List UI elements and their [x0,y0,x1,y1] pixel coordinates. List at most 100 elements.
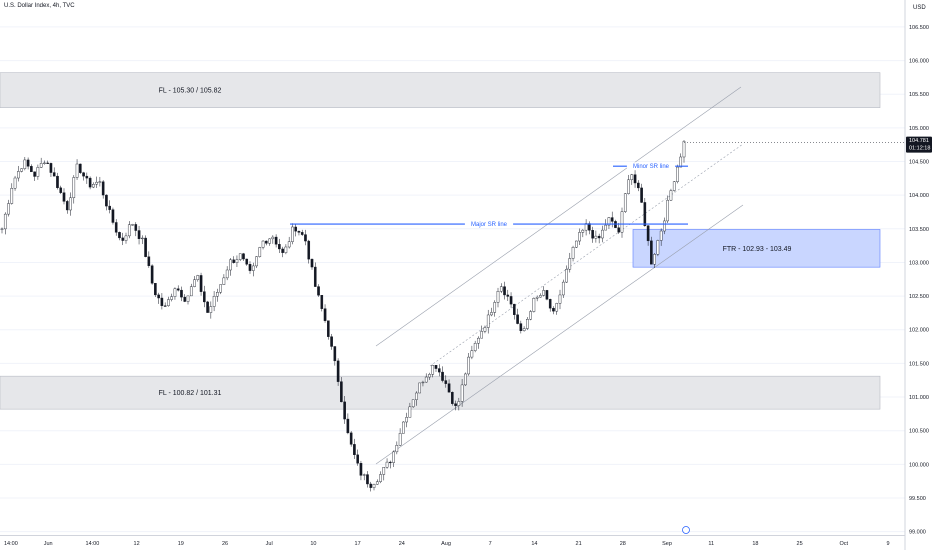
candle-body [17,171,20,179]
candle-body [36,167,40,177]
minor-sr-line-label-bg [626,162,676,171]
candle-body [473,343,477,351]
x-tick-label: 21 [576,541,582,547]
candle-body [160,297,164,306]
candle-body [255,256,258,267]
fl-lower-zone-label: FL - 100.82 / 101.31 [159,390,222,397]
candle-body [601,229,604,239]
candle-body [659,230,663,241]
candle-body [118,232,121,239]
x-tick-label: 14 [531,541,537,547]
candle-body [346,418,350,434]
candle-body [405,417,408,423]
candle-body [297,230,301,233]
candle-body [594,235,598,239]
candle-body [653,254,656,265]
candle-body [444,380,448,384]
candle-body [3,213,7,230]
candles [0,140,686,492]
candle-body [229,259,232,271]
candle-body [108,205,111,210]
candle-body [441,371,444,381]
currency-label: USD [913,5,926,11]
candle-body [359,463,363,476]
candle-body [382,467,386,475]
candle-body [180,289,183,298]
candle-body [588,223,591,231]
candle-body [251,265,255,271]
candle-body [617,227,621,233]
candle-body [372,484,376,488]
candle-body [398,433,402,446]
candle-body [362,474,366,476]
candle-body [0,228,4,230]
x-tick-label: Jun [44,541,53,547]
candle-body [578,232,581,242]
candle-body [111,209,115,223]
candle-body [627,179,630,194]
countdown-label: 01:12:18 [909,146,930,152]
candle-body [310,258,314,268]
candle-body [209,306,213,313]
candle-body [26,159,30,167]
candle-body [219,284,222,293]
x-tick-label: 25 [797,541,803,547]
y-tick-label: 101.500 [909,361,929,367]
x-tick-label: 26 [222,541,228,547]
candle-body [353,444,356,456]
candle-body [62,192,66,202]
candle-body [261,240,265,248]
candle-body [656,240,660,255]
candle-body [542,290,545,296]
x-tick-label: 28 [620,541,626,547]
candle-body [496,291,500,303]
fl-upper-zone-label: FL - 105.30 / 105.82 [159,88,222,95]
y-tick-label: 105.000 [909,126,929,132]
x-tick-label: 19 [178,541,184,547]
candle-body [434,365,438,369]
candle-body [552,307,555,312]
candle-body [72,177,76,199]
candle-body [52,172,56,177]
candle-body [597,235,601,239]
candle-body [7,203,10,215]
price-badge [906,136,932,153]
y-tick-label: 99.500 [909,496,926,502]
candle-body [30,166,33,173]
candle-body [333,346,337,362]
candle-body [591,230,594,239]
candle-body [604,224,607,231]
x-tick-label: 14:00 [86,541,100,547]
candle-body [408,406,412,418]
candle-body [199,275,203,292]
candle-body [581,229,585,233]
candle-body [411,399,415,408]
x-tick-label: Jul [266,541,273,547]
event-marker-icon [682,526,690,534]
candle-body [454,403,457,406]
candle-body [477,337,480,344]
candle-body [49,163,53,173]
candle-body [238,253,242,260]
candle-body [232,259,235,263]
candle-body [330,336,333,347]
candle-body [56,175,59,189]
candle-body [623,193,627,212]
candle-body [679,156,683,168]
candle-body [415,392,418,400]
candle-body [640,187,643,203]
candle-body [127,224,131,237]
candle-body [278,244,281,250]
candle-body [526,319,529,329]
candle-body [431,365,435,375]
candle-body [470,350,474,358]
candle-body [571,247,575,259]
candle-body [121,237,125,241]
candle-body [340,381,343,403]
candle-body [271,236,275,240]
y-tick-label: 100.000 [909,462,929,468]
candle-body [565,269,568,283]
candle-body [79,163,82,173]
